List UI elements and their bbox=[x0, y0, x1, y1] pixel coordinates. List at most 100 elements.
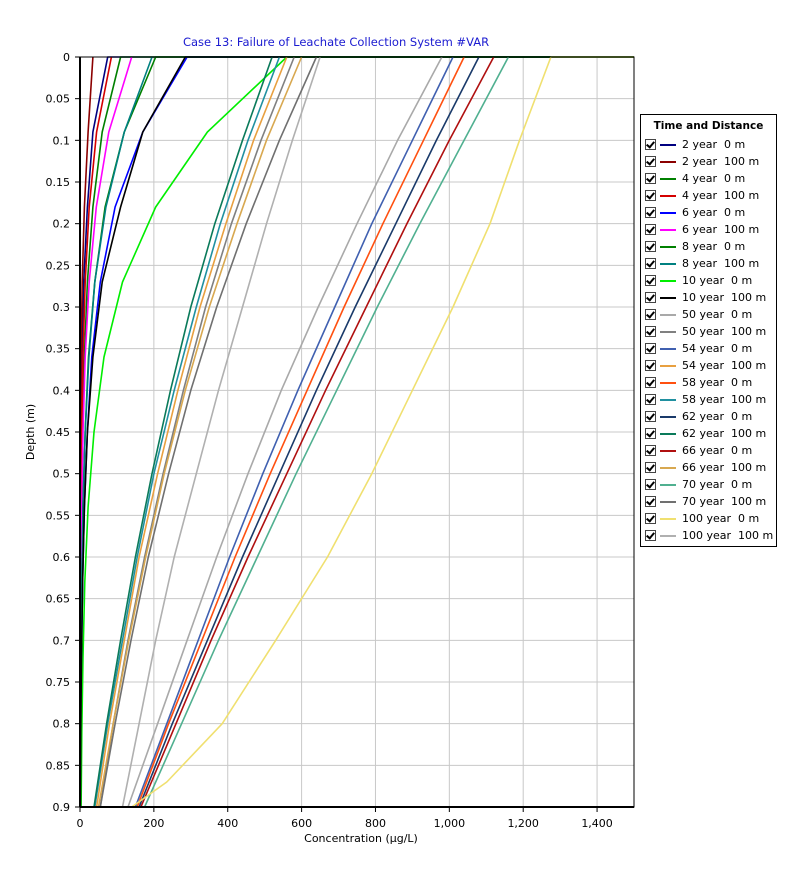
legend-item[interactable]: 6 year 0 m bbox=[645, 204, 745, 221]
y-tick-label: 0.3 bbox=[53, 301, 71, 314]
legend-item[interactable]: 54 year 0 m bbox=[645, 340, 752, 357]
legend-swatch bbox=[660, 313, 676, 316]
legend-checkbox[interactable] bbox=[645, 462, 656, 473]
legend-item[interactable]: 62 year 100 m bbox=[645, 425, 766, 442]
legend-checkbox[interactable] bbox=[645, 156, 656, 167]
legend-item[interactable]: 2 year 0 m bbox=[645, 136, 745, 153]
legend-checkbox[interactable] bbox=[645, 343, 656, 354]
series-line-13 bbox=[134, 56, 454, 808]
legend-swatch bbox=[660, 517, 676, 520]
legend-label: 62 year 0 m bbox=[682, 410, 753, 423]
y-tick-label: 0.75 bbox=[46, 676, 71, 689]
y-tick-label: 0.65 bbox=[46, 593, 71, 606]
series-line-18 bbox=[93, 56, 273, 808]
series-line-14 bbox=[95, 56, 288, 808]
legend-checkbox[interactable] bbox=[645, 360, 656, 371]
legend-item[interactable]: 2 year 100 m bbox=[645, 153, 759, 170]
legend-item[interactable]: 8 year 0 m bbox=[645, 238, 745, 255]
legend-checkbox[interactable] bbox=[645, 258, 656, 269]
legend-swatch bbox=[660, 160, 676, 163]
legend-checkbox[interactable] bbox=[645, 394, 656, 405]
legend-label: 66 year 100 m bbox=[682, 461, 767, 474]
legend-item[interactable]: 6 year 100 m bbox=[645, 221, 759, 238]
legend-swatch bbox=[660, 466, 676, 469]
legend-label: 54 year 0 m bbox=[682, 342, 753, 355]
legend-swatch bbox=[660, 177, 676, 180]
legend-item[interactable]: 58 year 0 m bbox=[645, 374, 752, 391]
legend-item[interactable]: 4 year 100 m bbox=[645, 187, 759, 204]
legend-checkbox[interactable] bbox=[645, 207, 656, 218]
legend-label: 6 year 0 m bbox=[682, 206, 746, 219]
x-tick-label: 600 bbox=[291, 817, 312, 830]
legend-item[interactable]: 70 year 100 m bbox=[645, 493, 766, 510]
series-line-11 bbox=[127, 56, 443, 808]
legend-item[interactable]: 100 year 0 m bbox=[645, 510, 759, 527]
legend-label: 70 year 0 m bbox=[682, 478, 753, 491]
legend-checkbox[interactable] bbox=[645, 445, 656, 456]
legend-item[interactable]: 66 year 0 m bbox=[645, 442, 752, 459]
legend-swatch bbox=[660, 398, 676, 401]
legend-item[interactable]: 10 year 100 m bbox=[645, 289, 766, 306]
legend-label: 62 year 100 m bbox=[682, 427, 767, 440]
legend-checkbox[interactable] bbox=[645, 241, 656, 252]
legend-label: 6 year 100 m bbox=[682, 223, 760, 236]
legend-item[interactable]: 70 year 0 m bbox=[645, 476, 752, 493]
legend-item[interactable]: 4 year 0 m bbox=[645, 170, 745, 187]
legend-checkbox[interactable] bbox=[645, 190, 656, 201]
legend-swatch bbox=[660, 381, 676, 384]
legend-checkbox[interactable] bbox=[645, 292, 656, 303]
legend-swatch bbox=[660, 228, 676, 231]
legend-swatch bbox=[660, 143, 676, 146]
axes: 0 200 400 600 800 1,000 1,200 1,400 0 0.05 0.1 0.15… bbox=[46, 51, 635, 830]
legend-checkbox[interactable] bbox=[645, 496, 656, 507]
legend-checkbox[interactable] bbox=[645, 326, 656, 337]
series-line-16 bbox=[94, 56, 281, 808]
y-tick-label: 0.8 bbox=[53, 718, 71, 731]
legend-item[interactable]: 54 year 100 m bbox=[645, 357, 766, 374]
series-line-24 bbox=[121, 56, 321, 808]
legend-label: 10 year 0 m bbox=[682, 274, 753, 287]
y-tick-label: 0.35 bbox=[46, 343, 71, 356]
x-tick-label: 200 bbox=[143, 817, 164, 830]
legend-swatch bbox=[660, 449, 676, 452]
legend-item[interactable]: 62 year 0 m bbox=[645, 408, 752, 425]
legend-label: 8 year 0 m bbox=[682, 240, 746, 253]
legend-checkbox[interactable] bbox=[645, 428, 656, 439]
y-tick-label: 0.05 bbox=[46, 93, 71, 106]
legend-item[interactable]: 8 year 100 m bbox=[645, 255, 759, 272]
legend-swatch bbox=[660, 534, 676, 537]
legend-item[interactable]: 66 year 100 m bbox=[645, 459, 766, 476]
legend-label: 4 year 100 m bbox=[682, 189, 760, 202]
y-tick-label: 0.5 bbox=[53, 468, 71, 481]
legend-checkbox[interactable] bbox=[645, 139, 656, 150]
legend-label: 70 year 100 m bbox=[682, 495, 767, 508]
legend-item[interactable]: 10 year 0 m bbox=[645, 272, 752, 289]
legend-checkbox[interactable] bbox=[645, 309, 656, 320]
x-axis-title: Concentration (µg/L) bbox=[304, 832, 418, 845]
y-tick-label: 0.6 bbox=[53, 551, 71, 564]
legend-checkbox[interactable] bbox=[645, 173, 656, 184]
legend-item[interactable]: 50 year 0 m bbox=[645, 306, 752, 323]
legend-checkbox[interactable] bbox=[645, 377, 656, 388]
legend-label: 8 year 100 m bbox=[682, 257, 760, 270]
legend-item[interactable]: 50 year 100 m bbox=[645, 323, 766, 340]
legend-checkbox[interactable] bbox=[645, 275, 656, 286]
legend-swatch bbox=[660, 245, 676, 248]
legend-checkbox[interactable] bbox=[645, 411, 656, 422]
legend-title: Time and Distance bbox=[653, 120, 764, 132]
legend-checkbox[interactable] bbox=[645, 224, 656, 235]
series-line-23 bbox=[131, 56, 634, 808]
legend-swatch bbox=[660, 262, 676, 265]
legend-checkbox[interactable] bbox=[645, 479, 656, 490]
x-tick-label: 1,200 bbox=[507, 817, 539, 830]
legend-checkbox[interactable] bbox=[645, 513, 656, 524]
x-tick-label: 1,400 bbox=[581, 817, 613, 830]
legend-label: 50 year 100 m bbox=[682, 325, 767, 338]
legend-swatch bbox=[660, 415, 676, 418]
legend-checkbox[interactable] bbox=[645, 530, 656, 541]
legend-item[interactable]: 58 year 100 m bbox=[645, 391, 766, 408]
legend-item[interactable]: 100 year 100 m bbox=[645, 527, 773, 544]
x-tick-label: 800 bbox=[365, 817, 386, 830]
legend-swatch bbox=[660, 500, 676, 503]
